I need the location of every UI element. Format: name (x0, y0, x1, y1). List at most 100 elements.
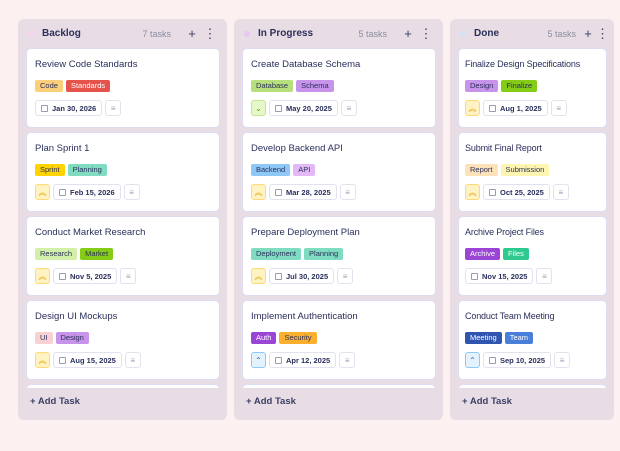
card-footer: ︽ Oct 25, 2025 ≡ (465, 184, 600, 200)
due-date-text: Nov 5, 2025 (70, 271, 112, 281)
card-footer: ︽ Nov 5, 2025 ≡ (35, 268, 211, 284)
add-task-button[interactable]: + Add Task (462, 396, 512, 407)
calendar-icon (275, 272, 282, 280)
more-options-icon[interactable]: ⋮ (596, 25, 609, 41)
description-icon[interactable]: ≡ (337, 268, 354, 284)
task-title: Submit Final Report (465, 143, 542, 153)
due-date-text: Aug 1, 2025 (500, 103, 542, 113)
card-footer: ︽ Aug 1, 2025 ≡ (465, 100, 600, 116)
add-task-button[interactable]: + Add Task (30, 396, 80, 407)
card-footer: ⌃ Sep 10, 2025 ≡ (465, 352, 600, 368)
tag: Sprint (35, 164, 65, 176)
task-card[interactable]: Conduct Market Research Research Market ︽… (26, 216, 220, 296)
description-icon[interactable]: ≡ (340, 100, 357, 116)
priority-high-icon[interactable]: ︽ (35, 268, 50, 284)
description-icon[interactable]: ≡ (120, 268, 137, 284)
tag: Finalize (501, 80, 538, 92)
tag-list: Auth Security (251, 332, 427, 344)
task-card[interactable]: Design UI Mockups UI Design ︽ Aug 15, 202… (26, 300, 220, 380)
priority-high-icon[interactable]: ︽ (251, 268, 266, 284)
task-card[interactable]: Conduct Team Meeting Meeting Team ⌃ Sep 1… (458, 300, 607, 380)
tag-list: Database Schema (251, 80, 427, 92)
due-date[interactable]: Jan 30, 2026 (35, 100, 103, 116)
calendar-icon (275, 188, 282, 196)
due-date[interactable]: Nov 5, 2025 (53, 268, 118, 284)
column-in-progress: In Progress 5 tasks + ⋮ Create Database … (234, 19, 443, 420)
add-task-button[interactable]: + Add Task (246, 396, 296, 407)
description-icon[interactable]: ≡ (550, 100, 567, 116)
task-title: Develop Backend API (251, 143, 343, 154)
card-list: Finalize Design Specifications Design Fin… (458, 48, 607, 388)
calendar-icon (489, 104, 496, 112)
task-title: Conduct Team Meeting (465, 311, 555, 321)
tag: Archive (465, 248, 501, 260)
task-card[interactable]: Develop Backend API Backend API ︽ Mar 28,… (242, 132, 436, 212)
priority-high-icon[interactable]: ︽ (35, 184, 50, 200)
description-icon[interactable]: ≡ (552, 184, 569, 200)
more-options-icon[interactable]: ⋮ (419, 25, 433, 41)
tag: Design (465, 80, 499, 92)
task-card[interactable]: Archive Project Files Archive Files Nov 1… (458, 216, 607, 296)
due-date[interactable]: Nov 15, 2025 (465, 268, 534, 284)
add-icon[interactable]: + (188, 26, 196, 41)
tag: Submission (500, 164, 550, 176)
add-icon[interactable]: + (584, 26, 592, 41)
priority-low-icon[interactable]: ⌄ (251, 100, 266, 116)
calendar-icon (59, 272, 66, 280)
task-card[interactable]: Implement Authentication Auth Security ⌃ … (242, 300, 436, 380)
task-card[interactable] (26, 384, 220, 388)
card-footer: ︽ Aug 15, 2025 ≡ (35, 352, 211, 368)
tag: API (293, 164, 316, 176)
due-date[interactable]: May 20, 2025 (269, 100, 338, 116)
description-icon[interactable]: ≡ (105, 100, 122, 116)
add-icon[interactable]: + (404, 26, 412, 41)
description-icon[interactable]: ≡ (339, 184, 356, 200)
calendar-icon (59, 188, 66, 196)
description-icon[interactable]: ≡ (536, 268, 553, 284)
tag: Planning (304, 248, 344, 260)
task-card[interactable]: Review Code Standards Code Standards Jan … (26, 48, 220, 128)
tag: Security (279, 332, 317, 344)
task-card[interactable]: Create Database Schema Database Schema ⌄ … (242, 48, 436, 128)
task-title: Finalize Design Specifications (465, 59, 581, 69)
column-header: In Progress 5 tasks + ⋮ (234, 19, 443, 48)
task-card[interactable]: Finalize Design Specifications Design Fin… (458, 48, 607, 128)
task-card[interactable] (458, 384, 607, 388)
status-dot-icon (460, 30, 466, 37)
due-date[interactable]: Feb 15, 2026 (53, 184, 121, 200)
description-icon[interactable]: ≡ (123, 184, 140, 200)
priority-high-icon[interactable]: ︽ (465, 100, 480, 116)
column-title: In Progress (258, 28, 314, 39)
due-date[interactable]: Oct 25, 2025 (483, 184, 550, 200)
priority-high-icon[interactable]: ︽ (251, 184, 266, 200)
task-title: Review Code Standards (35, 59, 138, 70)
due-date[interactable]: Aug 1, 2025 (483, 100, 548, 116)
column-done: Done 5 tasks + ⋮ Finalize Design Specifi… (450, 19, 614, 420)
priority-medium-icon[interactable]: ⌃ (465, 352, 480, 368)
due-date[interactable]: Apr 12, 2025 (269, 352, 337, 368)
task-card[interactable]: Prepare Deployment Plan Deployment Planni… (242, 216, 436, 296)
task-card[interactable] (242, 384, 436, 388)
more-options-icon[interactable]: ⋮ (203, 25, 217, 41)
due-date[interactable]: Mar 28, 2025 (269, 184, 337, 200)
description-icon[interactable]: ≡ (339, 352, 356, 368)
description-icon[interactable]: ≡ (124, 352, 141, 368)
priority-high-icon[interactable]: ︽ (35, 352, 50, 368)
due-date-text: Jan 30, 2026 (52, 103, 97, 113)
tag-list: Deployment Planning (251, 248, 427, 260)
tag: Meeting (465, 332, 502, 344)
description-icon[interactable]: ≡ (554, 352, 571, 368)
tag: Schema (296, 80, 334, 92)
due-date-text: Jul 30, 2025 (286, 271, 329, 281)
task-title: Conduct Market Research (35, 227, 146, 238)
due-date-text: Feb 15, 2026 (70, 187, 115, 197)
due-date-text: Oct 25, 2025 (500, 187, 544, 197)
task-card[interactable]: Plan Sprint 1 Sprint Planning ︽ Feb 15, 2… (26, 132, 220, 212)
task-card[interactable]: Submit Final Report Report Submission ︽ O… (458, 132, 607, 212)
priority-medium-icon[interactable]: ⌃ (251, 352, 266, 368)
due-date[interactable]: Sep 10, 2025 (483, 352, 552, 368)
due-date[interactable]: Aug 15, 2025 (53, 352, 122, 368)
card-footer: ︽ Jul 30, 2025 ≡ (251, 268, 427, 284)
due-date[interactable]: Jul 30, 2025 (269, 268, 335, 284)
priority-high-icon[interactable]: ︽ (465, 184, 480, 200)
